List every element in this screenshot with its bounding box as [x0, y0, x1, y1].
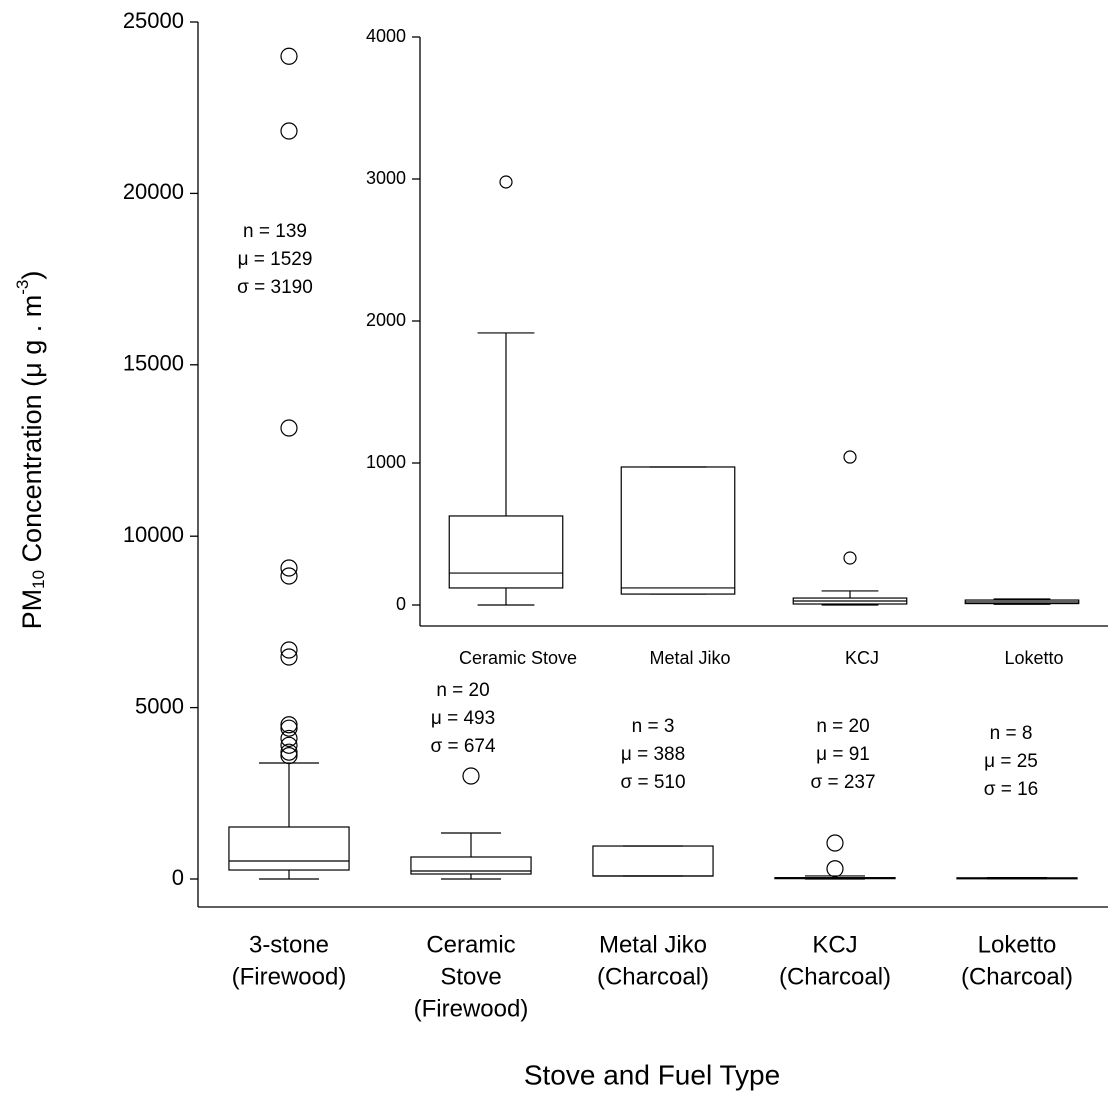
y-tick-label: 2000 [366, 310, 406, 330]
x-tick-label: Loketto [1004, 648, 1063, 668]
y-axis-title-part: ) [17, 271, 47, 280]
y-tick-label: 10000 [123, 522, 184, 547]
y-tick-label: 4000 [366, 26, 406, 46]
outlier [280, 716, 298, 734]
y-tick-label: 1000 [366, 452, 406, 472]
stat-label: σ = 237 [810, 772, 875, 793]
outlier [280, 743, 298, 761]
stat-label: n = 139 [243, 221, 307, 242]
outlier [843, 551, 857, 565]
outlier [826, 834, 844, 852]
outlier [280, 641, 298, 659]
x-tick-label: Ceramic Stove [459, 648, 577, 668]
box [448, 515, 564, 589]
outlier [280, 648, 298, 666]
outlier [280, 729, 298, 748]
y-axis-title-part: -3 [13, 280, 32, 295]
outlier [280, 719, 298, 737]
y-tick-label: 5000 [135, 693, 184, 718]
y-axis-title-part: 10 [29, 570, 48, 589]
box [228, 826, 350, 871]
x-tick-label: Ceramic [426, 931, 515, 958]
x-tick-label: Loketto [978, 931, 1057, 958]
outlier [826, 860, 844, 878]
y-tick-label: 25000 [123, 8, 184, 33]
x-tick-label: Stove [440, 963, 501, 990]
box [592, 845, 714, 877]
x-tick-label: (Charcoal) [961, 963, 1073, 990]
y-tick-label: 0 [172, 865, 184, 890]
x-tick-label: KCJ [845, 648, 879, 668]
x-tick-label: (Charcoal) [779, 963, 891, 990]
stat-label: σ = 510 [620, 772, 685, 793]
x-tick-label: (Charcoal) [597, 963, 709, 990]
x-tick-label: (Firewood) [414, 995, 529, 1022]
outlier [280, 559, 298, 577]
stat-label: σ = 674 [430, 736, 496, 757]
stat-label: n = 8 [990, 723, 1033, 744]
outlier [280, 419, 298, 437]
y-tick-label: 0 [396, 594, 406, 614]
stat-label: σ = 16 [984, 779, 1039, 800]
stat-label: σ = 3190 [237, 277, 313, 298]
box [410, 856, 532, 875]
x-tick-label: Metal Jiko [649, 648, 730, 668]
y-tick-label: 15000 [123, 351, 184, 376]
outlier [280, 567, 298, 585]
x-axis-title: Stove and Fuel Type [524, 1059, 780, 1090]
y-axis-title-part: PM [17, 589, 47, 630]
outlier [280, 736, 298, 754]
outlier [280, 746, 298, 765]
stat-label: n = 3 [632, 716, 675, 737]
outlier [499, 175, 513, 189]
y-axis-title-part: Concentration (μ g . m [17, 295, 47, 570]
y-tick-label: 3000 [366, 168, 406, 188]
stat-label: n = 20 [816, 716, 869, 737]
x-tick-label: KCJ [812, 931, 857, 958]
outlier [280, 122, 298, 140]
y-tick-label: 20000 [123, 179, 184, 204]
outlier [280, 47, 298, 65]
stat-label: μ = 493 [431, 708, 495, 729]
stat-label: μ = 25 [984, 751, 1038, 772]
box [620, 466, 736, 595]
outlier [843, 450, 857, 464]
x-tick-label: 3-stone [249, 931, 329, 958]
outlier [462, 767, 480, 785]
y-axis-title: PM10 Concentration (μ g . m-3) [13, 271, 48, 630]
stat-label: μ = 1529 [238, 249, 313, 270]
stat-label: μ = 91 [816, 744, 870, 765]
x-tick-label: (Firewood) [232, 963, 347, 990]
stat-label: n = 20 [436, 680, 489, 701]
x-tick-label: Metal Jiko [599, 931, 707, 958]
stat-label: μ = 388 [621, 744, 685, 765]
